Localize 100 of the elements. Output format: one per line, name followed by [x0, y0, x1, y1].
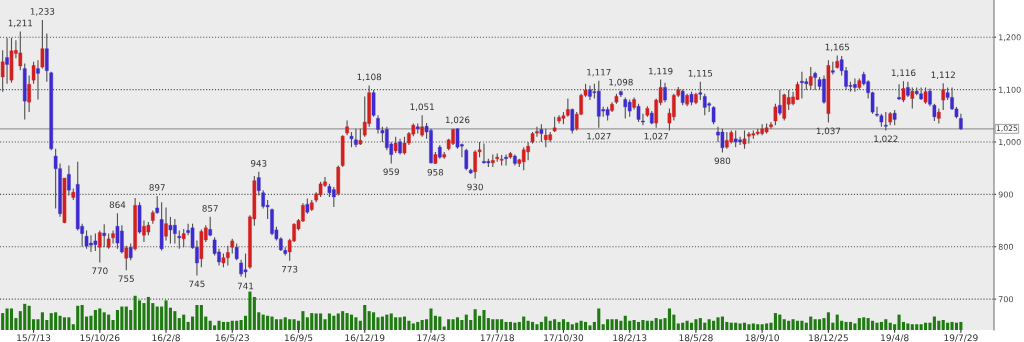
x-tick-label: 17/4/3	[417, 334, 445, 342]
x-tick-label: 19/7/29	[944, 334, 978, 342]
y-tick-label: 1,100	[999, 86, 1021, 94]
bar	[266, 315, 270, 330]
bar	[667, 308, 671, 330]
annotation: 1,117	[587, 69, 611, 77]
bar	[310, 313, 314, 330]
bar	[1, 313, 5, 330]
bar	[919, 324, 923, 330]
bar	[932, 316, 936, 330]
bar	[133, 295, 137, 330]
x-tick-label: 17/10/30	[544, 334, 584, 342]
y-tick-label: 700	[998, 296, 1014, 303]
bar	[508, 321, 513, 330]
bar	[787, 320, 791, 330]
bar	[394, 317, 398, 330]
bar	[685, 320, 689, 330]
bar	[327, 313, 331, 330]
bar	[689, 322, 694, 330]
x-tick-label: 16/12/19	[345, 334, 385, 342]
annotation: 1,022	[874, 135, 898, 143]
bar	[451, 319, 455, 330]
x-tick-label: 18/9/10	[745, 334, 779, 342]
bar	[676, 323, 680, 330]
annotation: 857	[202, 205, 218, 212]
bar	[354, 317, 358, 330]
bar	[146, 296, 150, 330]
bar	[473, 309, 477, 330]
bar	[491, 319, 495, 330]
bar	[906, 323, 910, 330]
bar	[429, 308, 433, 330]
bar	[27, 305, 31, 330]
bar	[504, 321, 508, 330]
bar	[694, 319, 698, 330]
y-tick-label: 1,000	[999, 139, 1021, 146]
bar	[553, 319, 557, 330]
bar	[173, 311, 177, 330]
bar	[884, 319, 888, 330]
annotation: 741	[237, 282, 254, 290]
bar	[270, 316, 274, 330]
bar	[897, 314, 901, 330]
x-tick-label: 18/12/25	[809, 334, 848, 342]
bar	[221, 321, 225, 330]
annotation: 1,112	[931, 71, 955, 80]
bar	[80, 305, 84, 330]
candlestick	[45, 32, 49, 83]
bar	[261, 314, 265, 330]
bar	[389, 313, 393, 330]
bar	[115, 310, 120, 330]
bar	[818, 319, 822, 330]
bar	[557, 321, 561, 330]
y-tick-label: 800	[998, 243, 1014, 250]
candlestick	[243, 252, 248, 279]
bar	[9, 308, 14, 330]
annotation: 1,211	[8, 19, 33, 28]
x-tick-label: 16/5/23	[215, 334, 249, 342]
annotation: 943	[250, 160, 267, 167]
candlestick	[901, 80, 906, 103]
bar	[380, 316, 384, 330]
bar	[292, 319, 296, 330]
bar	[363, 305, 367, 330]
candlestick	[742, 129, 747, 150]
bar	[738, 323, 742, 330]
bar	[954, 322, 959, 330]
bar	[800, 320, 804, 330]
annotation: 930	[467, 183, 483, 191]
candlestick	[782, 93, 787, 122]
bar	[164, 300, 168, 330]
bar	[716, 317, 720, 330]
bar	[734, 322, 738, 330]
annotation: 980	[714, 157, 731, 165]
bar	[712, 320, 716, 330]
candlestick	[168, 216, 173, 245]
bar	[372, 312, 376, 330]
bar	[274, 319, 278, 330]
bar	[155, 306, 159, 330]
bar	[681, 322, 685, 330]
x-tick-label: 17/7/18	[480, 334, 514, 342]
bar	[751, 323, 755, 330]
candlestick	[504, 153, 508, 167]
bar	[725, 321, 729, 330]
annotation: 1,233	[30, 8, 55, 16]
bar	[623, 315, 627, 330]
annotation: 773	[282, 265, 298, 273]
bar	[367, 311, 371, 330]
bar	[305, 317, 309, 330]
bar	[464, 314, 468, 330]
bar	[588, 325, 592, 330]
bar	[619, 320, 623, 330]
bar	[950, 321, 954, 330]
x-tick-label: 15/7/13	[17, 334, 51, 342]
bar	[522, 316, 526, 330]
bar	[23, 303, 27, 330]
bar	[924, 322, 928, 330]
bar	[871, 320, 875, 330]
bar	[402, 316, 407, 330]
bar	[742, 322, 747, 330]
bar	[252, 296, 256, 330]
bar	[795, 320, 800, 330]
bar	[893, 324, 897, 330]
